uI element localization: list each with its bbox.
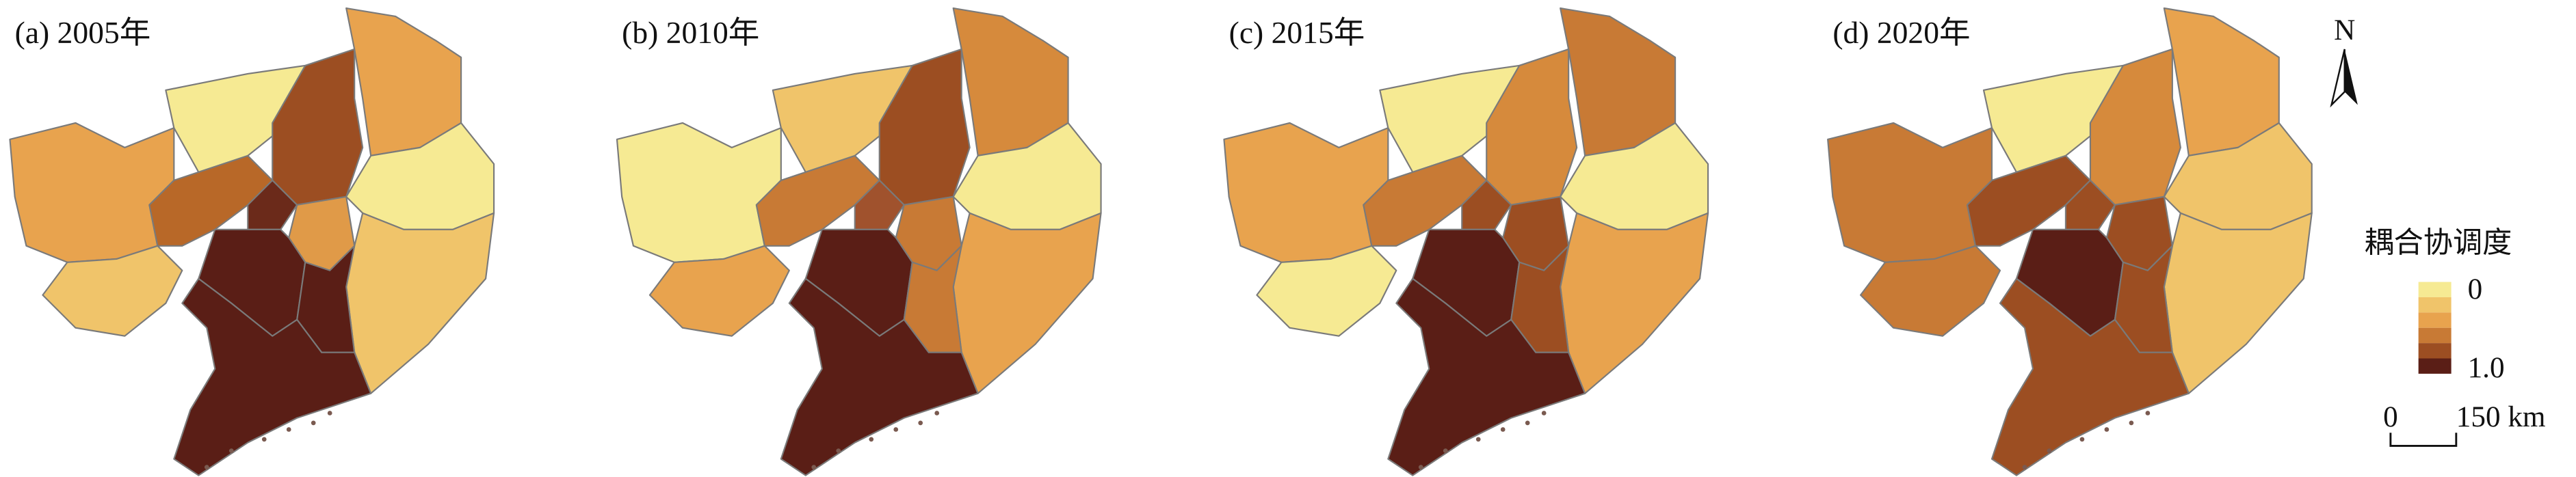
scale-start-label: 0 bbox=[2383, 401, 2398, 433]
region bbox=[1387, 277, 1586, 476]
legend-swatch bbox=[2418, 343, 2452, 359]
region bbox=[780, 277, 979, 476]
island bbox=[1525, 420, 1530, 426]
island bbox=[893, 427, 899, 432]
map-panel: (b) 2010年 bbox=[616, 7, 1102, 476]
island bbox=[811, 465, 817, 469]
region bbox=[952, 212, 1102, 394]
island bbox=[228, 448, 234, 453]
region bbox=[247, 179, 298, 230]
region bbox=[1860, 245, 2001, 337]
region bbox=[2163, 212, 2313, 394]
region bbox=[1461, 179, 1512, 230]
region bbox=[616, 122, 782, 263]
island bbox=[311, 420, 316, 426]
region bbox=[1966, 154, 2092, 247]
north-label: N bbox=[2334, 14, 2355, 46]
island bbox=[2047, 448, 2052, 453]
island bbox=[1475, 437, 1481, 442]
panel-label: (b) 2010年 bbox=[622, 15, 759, 50]
north-arrow-half bbox=[2344, 49, 2358, 105]
north-arrow: N bbox=[2330, 14, 2358, 108]
island bbox=[327, 411, 332, 415]
legend-swatch bbox=[2418, 312, 2452, 328]
region bbox=[1363, 154, 1488, 247]
region bbox=[1560, 212, 1709, 394]
island bbox=[2145, 411, 2151, 415]
island bbox=[1443, 448, 1448, 453]
region bbox=[854, 179, 905, 230]
island bbox=[2079, 437, 2085, 442]
island bbox=[1500, 427, 1506, 432]
scale-bar-line bbox=[2389, 433, 2458, 447]
panel-label: (c) 2015年 bbox=[1229, 15, 1365, 50]
north-arrow-half bbox=[2330, 49, 2345, 108]
island bbox=[204, 465, 209, 469]
island bbox=[2104, 427, 2110, 432]
region bbox=[755, 154, 880, 247]
region bbox=[1379, 64, 1521, 173]
island bbox=[261, 437, 267, 442]
scale-end-label: 150 km bbox=[2456, 401, 2546, 433]
region bbox=[173, 277, 372, 476]
legend-high-label: 1.0 bbox=[2468, 352, 2505, 384]
map-panel: (d) 2020年 bbox=[1827, 7, 2313, 476]
legend-swatch bbox=[2418, 327, 2452, 344]
island bbox=[869, 437, 874, 442]
region bbox=[1223, 122, 1389, 263]
region bbox=[648, 245, 790, 337]
region bbox=[165, 64, 306, 173]
region bbox=[148, 154, 274, 247]
island bbox=[2129, 420, 2134, 426]
region bbox=[42, 245, 183, 337]
legend-swatch bbox=[2418, 358, 2452, 374]
region bbox=[1827, 122, 1993, 263]
legend-low-label: 0 bbox=[2468, 273, 2483, 305]
island bbox=[1418, 465, 1423, 469]
panel-label: (d) 2020年 bbox=[1832, 15, 1970, 50]
map-panel: (a) 2005年 bbox=[9, 7, 495, 476]
region bbox=[345, 212, 495, 394]
island bbox=[286, 427, 291, 432]
island bbox=[934, 411, 940, 415]
region bbox=[2064, 179, 2116, 230]
legend-title: 耦合协调度 bbox=[2364, 228, 2512, 260]
legend-swatch bbox=[2418, 282, 2452, 297]
panel-label: (a) 2005年 bbox=[15, 15, 151, 50]
map-panel: (c) 2015年 bbox=[1223, 7, 1709, 476]
region bbox=[1256, 245, 1397, 337]
region bbox=[9, 122, 175, 263]
region bbox=[772, 64, 913, 173]
region bbox=[1982, 64, 2124, 173]
region bbox=[1990, 277, 2190, 476]
island bbox=[2022, 465, 2027, 469]
island bbox=[1541, 411, 1547, 415]
scale-bar: 0 150 km bbox=[2383, 401, 2546, 447]
island bbox=[836, 448, 841, 453]
legend-swatch bbox=[2418, 297, 2452, 313]
island bbox=[918, 420, 923, 426]
